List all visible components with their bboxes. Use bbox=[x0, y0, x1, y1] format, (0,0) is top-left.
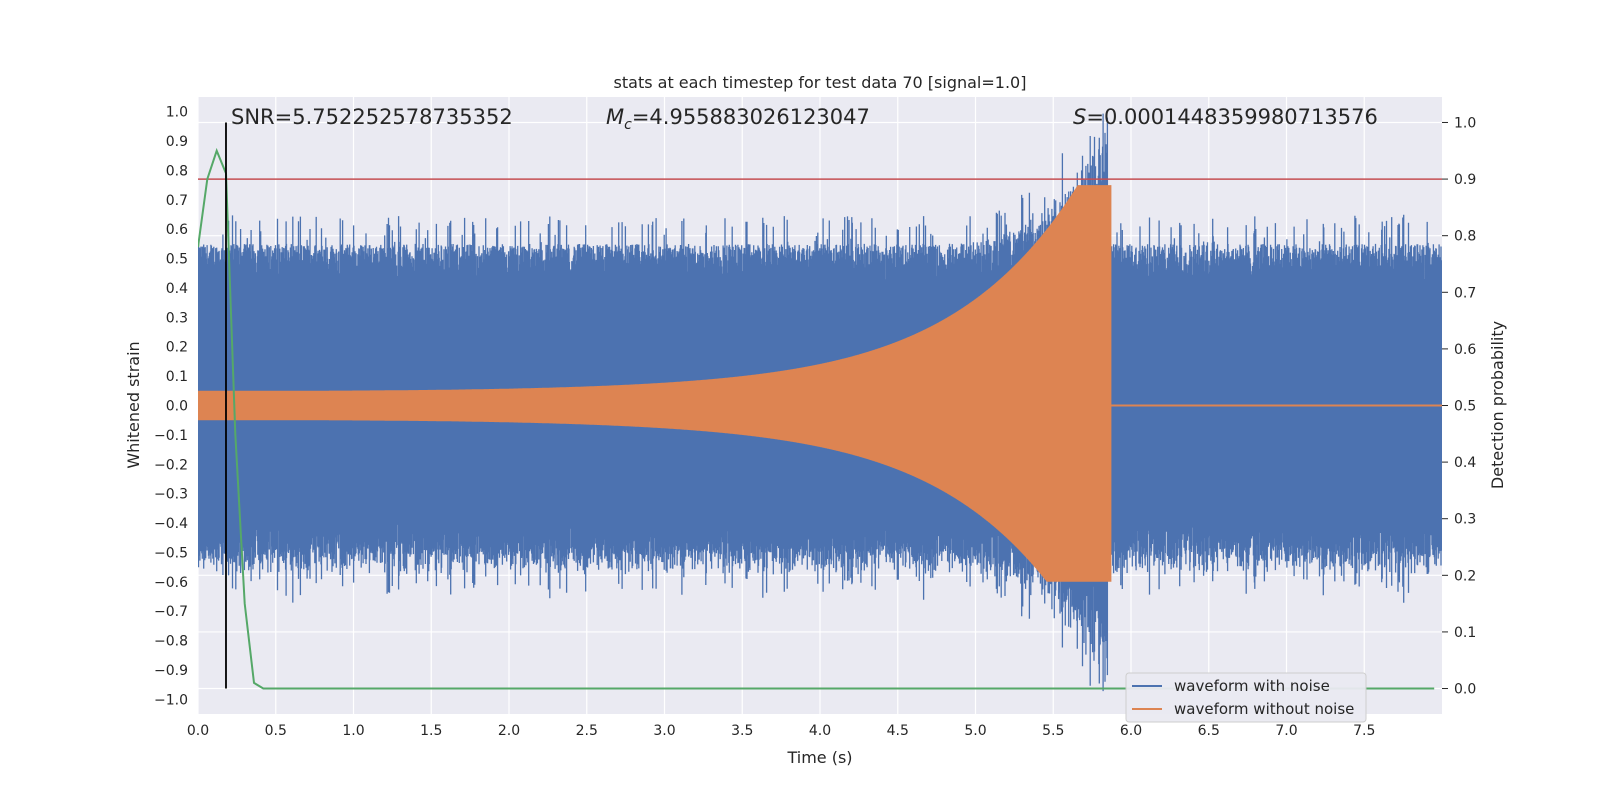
mc-value: =4.955883026123047 bbox=[632, 105, 870, 129]
mc-symbol: M bbox=[606, 105, 624, 129]
y2-tick-label: 0.9 bbox=[1454, 172, 1476, 188]
y2-tick-label: 0.0 bbox=[1454, 682, 1476, 698]
y-tick-label: 0.7 bbox=[166, 193, 188, 209]
snr-annotation: SNR=5.752252578735352 bbox=[231, 105, 513, 129]
y-tick-label: −0.4 bbox=[154, 516, 188, 532]
legend: waveform with noise waveform without noi… bbox=[1125, 672, 1367, 723]
y-tick-label: 0.4 bbox=[166, 281, 188, 297]
x-tick-label: 7.0 bbox=[1275, 723, 1297, 739]
series-clean-waveform bbox=[198, 185, 1112, 582]
x-axis-label: Time (s) bbox=[786, 748, 852, 767]
x-tick-label: 4.0 bbox=[809, 723, 831, 739]
y-tick-label: 0.1 bbox=[166, 369, 188, 385]
y-axis-label: Whitened strain bbox=[124, 341, 143, 468]
y2-axis-label: Detection probability bbox=[1488, 321, 1507, 489]
x-tick-label: 3.0 bbox=[653, 723, 675, 739]
legend-entry-clean: waveform without noise bbox=[1174, 700, 1354, 718]
s-symbol: S bbox=[1073, 105, 1086, 129]
x-tick-label: 1.0 bbox=[342, 723, 364, 739]
y-tick-label: −1.0 bbox=[154, 692, 188, 708]
s-annotation: S=0.0001448359980713576 bbox=[1073, 105, 1378, 129]
legend-box bbox=[1125, 672, 1367, 723]
x-tick-label: 6.5 bbox=[1198, 723, 1220, 739]
x-tick-label: 0.5 bbox=[265, 723, 287, 739]
y-tick-label: 0.0 bbox=[166, 399, 188, 415]
y2-tick-label: 0.3 bbox=[1454, 512, 1476, 528]
y2-tick-label: 0.8 bbox=[1454, 229, 1476, 245]
y2-tick-label: 0.7 bbox=[1454, 285, 1476, 301]
x-tick-label: 1.5 bbox=[420, 723, 442, 739]
y2-tick-label: 0.1 bbox=[1454, 625, 1476, 641]
x-tick-label: 7.5 bbox=[1353, 723, 1375, 739]
chart-title: stats at each timestep for test data 70 … bbox=[614, 73, 1027, 92]
x-tick-label: 5.5 bbox=[1042, 723, 1064, 739]
x-tick-label: 0.0 bbox=[187, 723, 209, 739]
y2-tick-label: 0.5 bbox=[1454, 399, 1476, 415]
y-tick-label: −0.2 bbox=[154, 457, 188, 473]
axes: 0.0 0.5 1.0 1.5 2.0 2.5 3.0 3.5 4.0 4.5 5.0 5.5 6.0 6… bbox=[154, 105, 1476, 739]
y2-tick-label: 0.2 bbox=[1454, 568, 1476, 584]
y2-tick-label: 0.4 bbox=[1454, 455, 1476, 471]
y-tick-label: 0.6 bbox=[166, 222, 188, 238]
mc-subscript: c bbox=[624, 117, 632, 133]
y2-tick-label: 1.0 bbox=[1454, 115, 1476, 131]
y-tick-label: −0.7 bbox=[154, 604, 188, 620]
x-tick-label: 2.0 bbox=[498, 723, 520, 739]
x-tick-label: 2.5 bbox=[576, 723, 598, 739]
y-tick-label: 1.0 bbox=[166, 105, 188, 121]
y-tick-label: 0.2 bbox=[166, 340, 188, 356]
x-tick-label: 3.5 bbox=[731, 723, 753, 739]
y-tick-label: 0.5 bbox=[166, 252, 188, 268]
plot-area bbox=[198, 113, 1442, 692]
y-tick-label: −0.6 bbox=[154, 575, 188, 591]
s-value: =0.0001448359980713576 bbox=[1086, 105, 1378, 129]
x-tick-label: 5.0 bbox=[964, 723, 986, 739]
y-tick-label: −0.1 bbox=[154, 428, 188, 444]
mc-annotation: Mc=4.955883026123047 bbox=[606, 105, 870, 133]
x-tick-label: 6.0 bbox=[1120, 723, 1142, 739]
legend-entry-noise: waveform with noise bbox=[1174, 677, 1330, 695]
y-tick-label: −0.9 bbox=[154, 663, 188, 679]
y-tick-label: 0.9 bbox=[166, 134, 188, 150]
series-detection-probability bbox=[198, 147, 1435, 690]
y-tick-label: −0.5 bbox=[154, 545, 188, 561]
x-tick-label: 4.5 bbox=[887, 723, 909, 739]
y-tick-label: 0.3 bbox=[166, 310, 188, 326]
y2-tick-label: 0.6 bbox=[1454, 342, 1476, 358]
y-tick-label: −0.8 bbox=[154, 634, 188, 650]
y-tick-label: 0.8 bbox=[166, 163, 188, 179]
y-tick-label: −0.3 bbox=[154, 487, 188, 503]
